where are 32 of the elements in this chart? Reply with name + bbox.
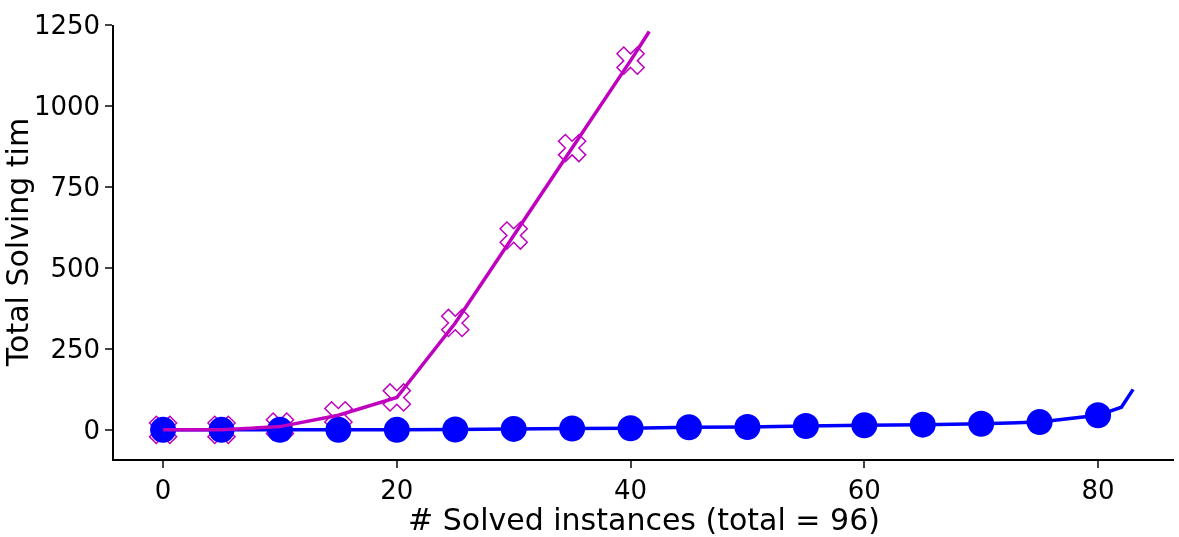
point (440, 308, 470, 338)
y-axis-title: Total Solving tim (0, 117, 35, 368)
point (676, 414, 702, 441)
point (500, 415, 527, 442)
x-tick-label: 80 (1081, 474, 1115, 505)
y-tick-label: 1000 (33, 91, 101, 122)
y-tick-label: 1250 (33, 10, 101, 41)
point (792, 412, 819, 439)
y-tick-label: 500 (50, 253, 101, 284)
x-tick-label: 20 (380, 474, 414, 505)
point (968, 410, 995, 437)
point (383, 416, 410, 443)
point (325, 416, 352, 443)
point (1026, 409, 1053, 436)
y-tick-label: 0 (83, 414, 101, 445)
point (382, 383, 412, 412)
y-tick-label: 250 (50, 333, 101, 364)
x-tick-label: 60 (847, 474, 881, 505)
point (557, 133, 587, 163)
y-tick-label: 750 (50, 172, 101, 203)
point (499, 221, 529, 250)
point (617, 415, 644, 442)
point (442, 416, 469, 443)
x-axis-title: # Solved instances (total = 96) (408, 502, 880, 537)
x-tick-label: 40 (614, 474, 648, 505)
point (616, 46, 645, 75)
point (734, 413, 761, 440)
point (559, 415, 586, 442)
point (909, 411, 936, 438)
point (1085, 402, 1112, 429)
point (851, 412, 878, 439)
x-tick-label: 0 (154, 474, 172, 505)
